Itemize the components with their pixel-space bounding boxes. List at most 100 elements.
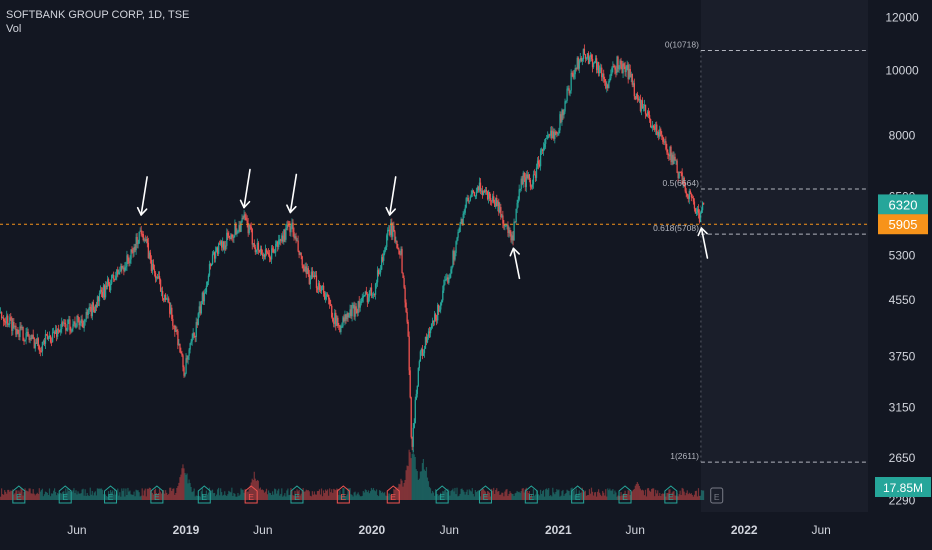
candle-body <box>597 62 599 70</box>
candle-body <box>508 230 510 233</box>
volume-bar <box>549 496 551 500</box>
volume-bar <box>242 489 244 500</box>
annotation-arrows[interactable] <box>136 168 709 280</box>
earnings-marker[interactable]: E <box>58 485 72 504</box>
volume-bar <box>287 488 289 500</box>
volume-bar <box>340 495 342 500</box>
candle-body <box>495 197 497 207</box>
candle-body <box>370 287 373 296</box>
volume-bar <box>238 495 240 500</box>
earnings-marker[interactable]: E <box>150 485 164 504</box>
candle-body <box>572 73 574 78</box>
earnings-marker[interactable]: E <box>524 485 538 504</box>
earnings-marker[interactable]: E <box>435 485 449 504</box>
candle-body <box>151 263 154 271</box>
volume-bar <box>622 494 624 500</box>
earnings-marker[interactable]: E <box>386 485 400 504</box>
earnings-marker[interactable]: E <box>571 485 585 504</box>
volume-bar <box>153 490 156 500</box>
candle-body <box>536 160 539 168</box>
earnings-marker[interactable]: E <box>244 485 258 504</box>
earnings-marker[interactable]: E <box>104 485 118 504</box>
candle-body <box>537 160 540 165</box>
candle-body <box>158 276 161 280</box>
y-tick-label: 12000 <box>885 11 919 25</box>
symbol-title[interactable]: SOFTBANK GROUP CORP, 1D, TSE <box>6 9 190 21</box>
candle-body <box>333 321 335 324</box>
volume-bar <box>469 490 471 500</box>
candle-body <box>629 68 631 78</box>
earnings-marker[interactable]: E <box>290 485 304 504</box>
earnings-marker[interactable]: E <box>478 485 492 504</box>
candle-body <box>395 241 397 242</box>
candle-body <box>213 252 216 259</box>
candle-body <box>304 266 306 271</box>
volume-bar <box>390 494 392 500</box>
volume-bar <box>32 489 34 500</box>
volume-indicator-label[interactable]: Vol <box>6 23 22 35</box>
candle-body <box>481 190 484 196</box>
earnings-marker[interactable]: E <box>664 485 678 504</box>
candle-body <box>487 192 490 200</box>
volume-bar <box>4 490 6 500</box>
volume-bar <box>168 493 170 500</box>
volume-bar <box>44 491 47 500</box>
candle-body <box>655 124 657 130</box>
candle-body <box>529 179 532 187</box>
fibonacci-retracement[interactable]: 0(10718) 0.5(6664) 0.618(5708) 1(2611) <box>653 39 866 463</box>
volume-bar <box>608 490 610 500</box>
candle-body <box>687 196 689 199</box>
x-tick-label: Jun <box>811 523 830 537</box>
earnings-marker[interactable]: E <box>197 485 211 504</box>
volume-bar <box>696 496 699 500</box>
volume-bar <box>321 496 324 500</box>
volume-bar <box>474 490 476 500</box>
volume-bar <box>657 490 659 500</box>
earnings-marker[interactable]: E <box>12 485 26 504</box>
volume-bar <box>662 493 664 500</box>
volume-bar <box>498 491 500 500</box>
candle-body <box>384 250 386 254</box>
earnings-marker[interactable]: E <box>618 485 632 504</box>
x-axis[interactable]: Jun 2019 Jun 2020 Jun 2021 Jun 2022 Jun <box>67 523 831 537</box>
volume-bar <box>145 496 147 500</box>
volume-bar <box>286 490 288 500</box>
candle-body <box>610 73 612 79</box>
volume-bar <box>236 496 238 500</box>
volume-bar <box>593 492 596 500</box>
volume-bar <box>270 494 273 500</box>
volume-bar <box>526 490 528 500</box>
candle-body <box>92 302 95 310</box>
earnings-marker[interactable]: E <box>710 487 724 504</box>
candle-body <box>32 334 34 339</box>
volume-bar <box>692 496 694 500</box>
volume-bar <box>402 486 404 500</box>
candle-body <box>685 191 687 194</box>
candle-body <box>278 239 280 247</box>
candle-body <box>464 207 466 213</box>
candle-body <box>235 224 237 235</box>
volume-bar <box>563 495 565 500</box>
volume-bar <box>11 490 13 500</box>
volume-bar <box>18 490 20 500</box>
candle-body <box>259 248 262 252</box>
volume-bar <box>700 490 703 500</box>
volume-bar <box>141 488 143 500</box>
earnings-marker[interactable]: E <box>336 485 350 504</box>
volume-bar <box>2 494 4 500</box>
volume-bar <box>616 496 618 500</box>
volume-bar <box>322 490 325 500</box>
candle-body <box>453 251 455 260</box>
candle-body <box>451 266 453 270</box>
candle-body <box>693 201 696 209</box>
volume-bar <box>568 490 570 500</box>
candle-body <box>200 304 202 314</box>
volume-bar <box>31 493 33 500</box>
volume-bar <box>261 489 264 500</box>
candle-body <box>206 281 209 286</box>
volume-bar <box>428 486 431 500</box>
candle-body <box>98 293 101 302</box>
candle-body <box>324 296 327 300</box>
